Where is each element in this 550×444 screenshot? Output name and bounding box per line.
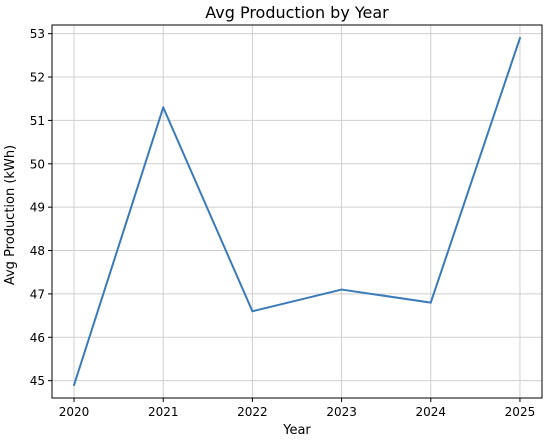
x-axis-ticks: 2020 2021 2022 2023 2024 2025	[59, 398, 535, 419]
data-point	[73, 383, 76, 386]
series-line	[73, 37, 521, 386]
x-tick-label: 2023	[326, 405, 357, 419]
grid	[52, 25, 542, 398]
data-point	[162, 106, 165, 109]
series-layer	[73, 37, 521, 386]
x-axis-label: Year	[282, 423, 311, 438]
x-tick-label: 2020	[59, 405, 90, 419]
x-tick-label: 2021	[148, 405, 179, 419]
plot-frame	[51, 24, 543, 399]
x-tick-label: 2024	[415, 405, 446, 419]
y-tick-label: 45	[30, 374, 45, 388]
y-tick-label: 46	[30, 331, 45, 345]
x-tick-label: 2022	[237, 405, 268, 419]
data-point	[518, 37, 521, 40]
chart-title: Avg Production by Year	[205, 3, 389, 22]
y-tick-label: 48	[30, 244, 45, 258]
y-tick-label: 51	[30, 114, 45, 128]
y-tick-label: 52	[30, 71, 45, 85]
y-tick-label: 53	[30, 27, 45, 41]
x-tick-label: 2025	[505, 405, 536, 419]
y-tick-label: 47	[30, 287, 45, 301]
data-point	[429, 301, 432, 304]
data-point	[340, 288, 343, 291]
y-tick-label: 50	[30, 157, 45, 171]
y-axis-label: Avg Production (kWh)	[3, 145, 18, 285]
y-tick-label: 49	[30, 201, 45, 215]
data-point	[251, 310, 254, 313]
y-axis-ticks: 45 46 47 48 49 50 51 52 53	[30, 27, 52, 388]
